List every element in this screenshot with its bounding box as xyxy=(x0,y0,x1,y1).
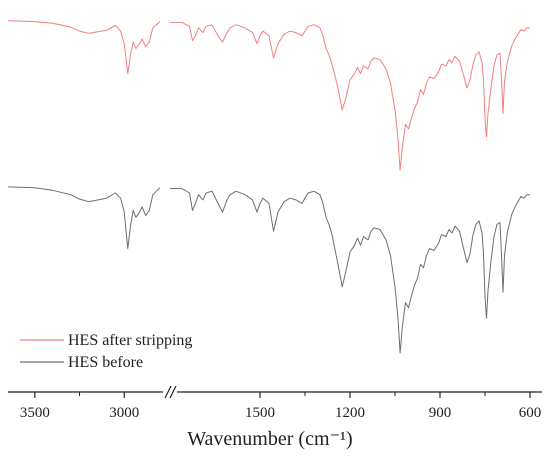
x-tick-label: 600 xyxy=(519,405,542,421)
series-layer xyxy=(7,20,530,354)
series-line-before-seg2 xyxy=(170,188,530,354)
axis-break-mark-2 xyxy=(169,385,177,399)
legend-label-after: HES after stripping xyxy=(68,332,192,349)
legend: HES after stripping HES before xyxy=(20,332,192,371)
x-tick-label: 3000 xyxy=(109,405,139,421)
series-line-after-seg1 xyxy=(7,20,161,75)
axis-break-mark-1 xyxy=(164,385,172,399)
x-tick-label: 900 xyxy=(429,405,452,421)
series-line-after-seg2 xyxy=(170,21,530,171)
x-axis: 3500 3000 1500 1200 900 600 xyxy=(8,385,542,421)
legend-label-before: HES before xyxy=(68,354,143,371)
x-tick-label: 1500 xyxy=(245,405,275,421)
series-line-before-seg1 xyxy=(7,186,161,250)
x-tick-label: 1200 xyxy=(335,405,365,421)
x-axis-title: Wavenumber (cm⁻¹) xyxy=(187,428,352,450)
x-tick-label: 3500 xyxy=(20,405,50,421)
x-ticks: 3500 3000 1500 1200 900 600 xyxy=(20,392,541,421)
